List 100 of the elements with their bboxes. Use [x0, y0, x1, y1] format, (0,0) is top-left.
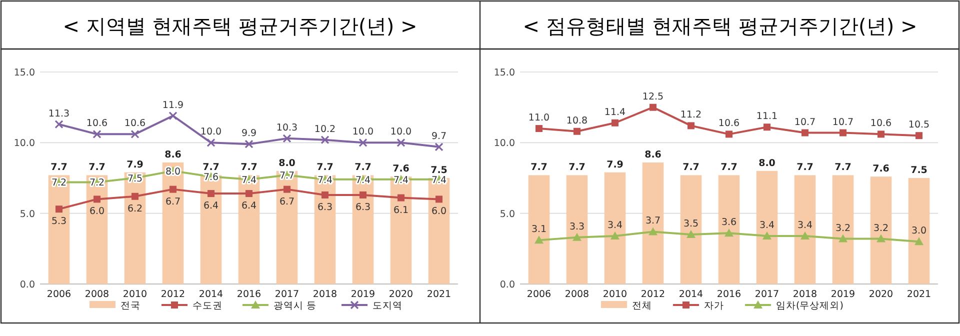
point — [802, 129, 808, 136]
point — [536, 125, 542, 132]
data-label: 7.7 — [796, 162, 814, 174]
data-label: 8.6 — [644, 149, 662, 160]
data-label: 7.4 — [393, 174, 409, 186]
point — [132, 192, 138, 200]
point — [876, 234, 886, 242]
data-label: 7.9 — [606, 159, 624, 170]
data-label: 11.1 — [756, 111, 778, 122]
data-label: 7.7 — [354, 162, 372, 174]
data-label: 7.7 — [50, 162, 68, 174]
data-label: 7.6 — [872, 164, 890, 175]
point — [610, 231, 620, 240]
data-label: 6.7 — [279, 196, 295, 208]
data-label: 7.7 — [834, 162, 852, 174]
data-label: 5.3 — [51, 216, 67, 228]
data-label: 3.0 — [911, 226, 927, 237]
data-label: 8.0 — [278, 158, 296, 169]
data-label: 7.7 — [682, 162, 700, 174]
x-tick-label: 2021 — [426, 289, 452, 300]
point — [398, 194, 404, 202]
legend-label: 자가 — [704, 300, 724, 312]
y-tick-label: 5.0 — [500, 208, 515, 220]
data-label: 6.1 — [393, 204, 409, 216]
data-label: 10.6 — [124, 118, 146, 130]
x-tick-label: 2012 — [160, 289, 186, 300]
point — [130, 130, 140, 138]
point — [56, 206, 62, 213]
point — [322, 191, 328, 198]
legend-label: 전체 — [632, 300, 652, 312]
point — [724, 228, 734, 237]
data-label: 10.8 — [566, 115, 588, 126]
x-tick-label: 2014 — [678, 289, 704, 300]
point — [914, 237, 924, 246]
legend-label: 임차(무상제외) — [776, 300, 844, 312]
legend-label: 광역시 등 — [274, 300, 317, 312]
x-tick-label: 2012 — [640, 289, 666, 300]
point — [282, 134, 292, 143]
x-tick-label: 2018 — [312, 289, 338, 300]
point — [838, 234, 848, 242]
data-label: 3.7 — [645, 216, 661, 227]
data-label: 7.5 — [430, 165, 448, 176]
data-label: 7.7 — [202, 162, 220, 174]
data-label: 3.4 — [607, 220, 623, 231]
data-label: 10.0 — [352, 126, 374, 138]
data-label: 11.4 — [604, 106, 626, 118]
point — [170, 186, 176, 193]
point — [436, 196, 442, 203]
data-label: 3.6 — [721, 217, 737, 228]
point — [572, 232, 582, 241]
data-label: 6.0 — [431, 206, 447, 218]
x-tick-label: 2016 — [716, 289, 742, 300]
data-label: 10.2 — [314, 124, 336, 135]
y-tick-label: 15.0 — [14, 68, 35, 78]
x-tick-label: 2008 — [84, 289, 110, 300]
point — [434, 142, 444, 152]
y-tick-label: 15.0 — [494, 68, 515, 78]
data-label: 6.7 — [165, 196, 181, 208]
data-label: 6.2 — [127, 203, 143, 214]
data-label: 7.7 — [240, 162, 258, 174]
point — [168, 112, 178, 120]
point — [396, 138, 406, 147]
data-label: 7.4 — [431, 174, 447, 186]
x-tick-label: 2018 — [792, 289, 818, 300]
data-label: 10.0 — [200, 126, 222, 138]
data-label: 11.3 — [48, 108, 70, 120]
x-tick-label: 2010 — [602, 289, 628, 300]
data-label: 7.5 — [910, 165, 928, 176]
x-tick-label: 2016 — [236, 289, 262, 300]
data-label: 8.0 — [758, 158, 776, 169]
data-label: 10.6 — [718, 118, 740, 130]
point — [612, 119, 618, 126]
point — [246, 190, 252, 198]
data-label: 7.7 — [88, 162, 106, 174]
data-label: 10.6 — [86, 118, 108, 130]
legend-label: 수도권 — [192, 300, 222, 312]
data-label: 10.7 — [794, 116, 816, 128]
x-tick-label: 2006 — [46, 289, 72, 300]
data-label: 7.7 — [316, 162, 334, 174]
y-tick-label: 0.0 — [500, 280, 515, 290]
point — [574, 128, 580, 135]
legend-label: 도지역 — [372, 300, 402, 312]
point — [648, 227, 658, 236]
point — [878, 130, 884, 138]
data-label: 10.3 — [276, 122, 298, 134]
data-label: 7.6 — [392, 164, 410, 175]
legend-label: 전국 — [120, 300, 140, 312]
x-tick-label: 2019 — [350, 289, 376, 300]
point — [800, 231, 810, 240]
point — [764, 124, 770, 131]
point — [358, 138, 368, 147]
point — [244, 140, 254, 148]
chart-title: < 지역별 현재주택 평균거주기간(년) > — [62, 14, 418, 38]
data-label: 7.2 — [89, 178, 105, 189]
x-tick-label: 2017 — [754, 289, 780, 300]
x-tick-label: 2021 — [906, 289, 932, 300]
data-label: 7.9 — [126, 159, 144, 170]
data-label: 3.4 — [797, 220, 813, 231]
data-label: 7.7 — [568, 162, 586, 174]
data-label: 10.6 — [870, 118, 892, 130]
